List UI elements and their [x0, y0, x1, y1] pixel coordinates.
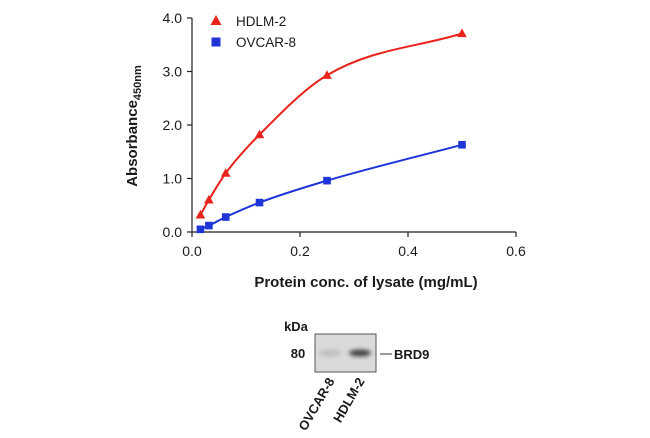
chart-axes — [191, 18, 516, 233]
legend-marker-square — [211, 37, 221, 47]
absorbance-chart: 0.0 0.2 0.4 0.6 0.0 1.0 2.0 3.0 4.0 HDLM-2 OVCAR… — [124, 10, 526, 291]
point-hdlm-2 — [220, 168, 231, 177]
y-axis-title: Absorbance450nm — [124, 65, 144, 187]
point-ovcar-8 — [323, 176, 331, 185]
y-axis-title-subscript: 450nm — [132, 65, 144, 100]
point-ovcar-8 — [458, 140, 466, 149]
point-hdlm-2 — [254, 129, 265, 139]
curve-ovcar-8 — [200, 143, 463, 231]
point-hdlm-2 — [195, 209, 206, 219]
molecular-weight-marker: 80 — [291, 346, 305, 361]
curve-hdlm-2 — [199, 32, 463, 216]
data-points — [195, 28, 467, 234]
x-tick-label: 0.2 — [290, 243, 310, 259]
x-tick-label: 0.6 — [506, 243, 526, 259]
blot-band-ovcar-8 — [319, 349, 341, 357]
point-ovcar-8 — [255, 198, 264, 207]
point-ovcar-8 — [221, 213, 230, 221]
x-axis-title: Protein conc. of lysate (mg/mL) — [254, 274, 477, 291]
y-tick-label: 2.0 — [163, 117, 183, 133]
blot-bands — [319, 349, 371, 357]
y-axis-title-main: Absorbance — [124, 100, 141, 187]
legend: HDLM-2 OVCAR-8 — [210, 14, 296, 50]
lane-label-ovcar-8: OVCAR-8 — [295, 375, 337, 433]
y-tick-label: 0.0 — [163, 224, 183, 240]
y-tick-label: 3.0 — [163, 64, 183, 80]
kda-label: kDa — [284, 319, 309, 334]
x-tick-label: 0.4 — [398, 243, 418, 259]
x-tick-label: 0.0 — [182, 243, 202, 259]
band-label-brd9: BRD9 — [394, 347, 429, 362]
y-axis-ticks: 0.0 1.0 2.0 3.0 4.0 — [163, 10, 192, 240]
point-ovcar-8 — [205, 221, 213, 230]
legend-label: HDLM-2 — [236, 14, 286, 29]
y-tick-label: 1.0 — [163, 171, 183, 187]
legend-label: OVCAR-8 — [236, 35, 296, 50]
blot-band-hdlm-2 — [349, 349, 371, 357]
point-hdlm-2 — [204, 194, 214, 204]
point-ovcar-8 — [196, 225, 205, 234]
legend-marker-triangle — [210, 15, 222, 25]
fitted-curves — [199, 32, 463, 231]
y-tick-label: 4.0 — [163, 10, 183, 26]
x-axis-ticks: 0.0 0.2 0.4 0.6 — [182, 232, 526, 259]
point-hdlm-2 — [457, 28, 467, 38]
point-hdlm-2 — [322, 70, 332, 79]
